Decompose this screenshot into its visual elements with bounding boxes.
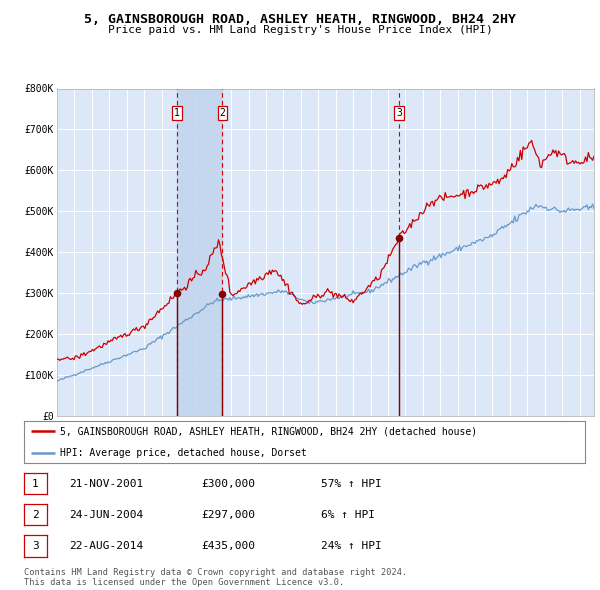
Text: 2: 2 — [32, 510, 39, 520]
Text: HPI: Average price, detached house, Dorset: HPI: Average price, detached house, Dors… — [61, 448, 307, 457]
Text: 2: 2 — [220, 108, 226, 118]
Text: 1: 1 — [174, 108, 180, 118]
Text: Price paid vs. HM Land Registry's House Price Index (HPI): Price paid vs. HM Land Registry's House … — [107, 25, 493, 35]
Text: 24% ↑ HPI: 24% ↑ HPI — [321, 541, 382, 551]
Text: 22-AUG-2014: 22-AUG-2014 — [69, 541, 143, 551]
Text: 6% ↑ HPI: 6% ↑ HPI — [321, 510, 375, 520]
Text: 57% ↑ HPI: 57% ↑ HPI — [321, 478, 382, 489]
Text: 3: 3 — [32, 541, 39, 551]
Text: 21-NOV-2001: 21-NOV-2001 — [69, 478, 143, 489]
Text: 1: 1 — [32, 478, 39, 489]
Text: 5, GAINSBOROUGH ROAD, ASHLEY HEATH, RINGWOOD, BH24 2HY (detached house): 5, GAINSBOROUGH ROAD, ASHLEY HEATH, RING… — [61, 427, 478, 436]
Text: £300,000: £300,000 — [201, 478, 255, 489]
Text: 5, GAINSBOROUGH ROAD, ASHLEY HEATH, RINGWOOD, BH24 2HY: 5, GAINSBOROUGH ROAD, ASHLEY HEATH, RING… — [84, 13, 516, 26]
Text: £435,000: £435,000 — [201, 541, 255, 551]
Text: 24-JUN-2004: 24-JUN-2004 — [69, 510, 143, 520]
Bar — [177, 88, 223, 416]
Text: Contains HM Land Registry data © Crown copyright and database right 2024.
This d: Contains HM Land Registry data © Crown c… — [24, 568, 407, 587]
Text: 3: 3 — [397, 108, 402, 118]
Text: £297,000: £297,000 — [201, 510, 255, 520]
